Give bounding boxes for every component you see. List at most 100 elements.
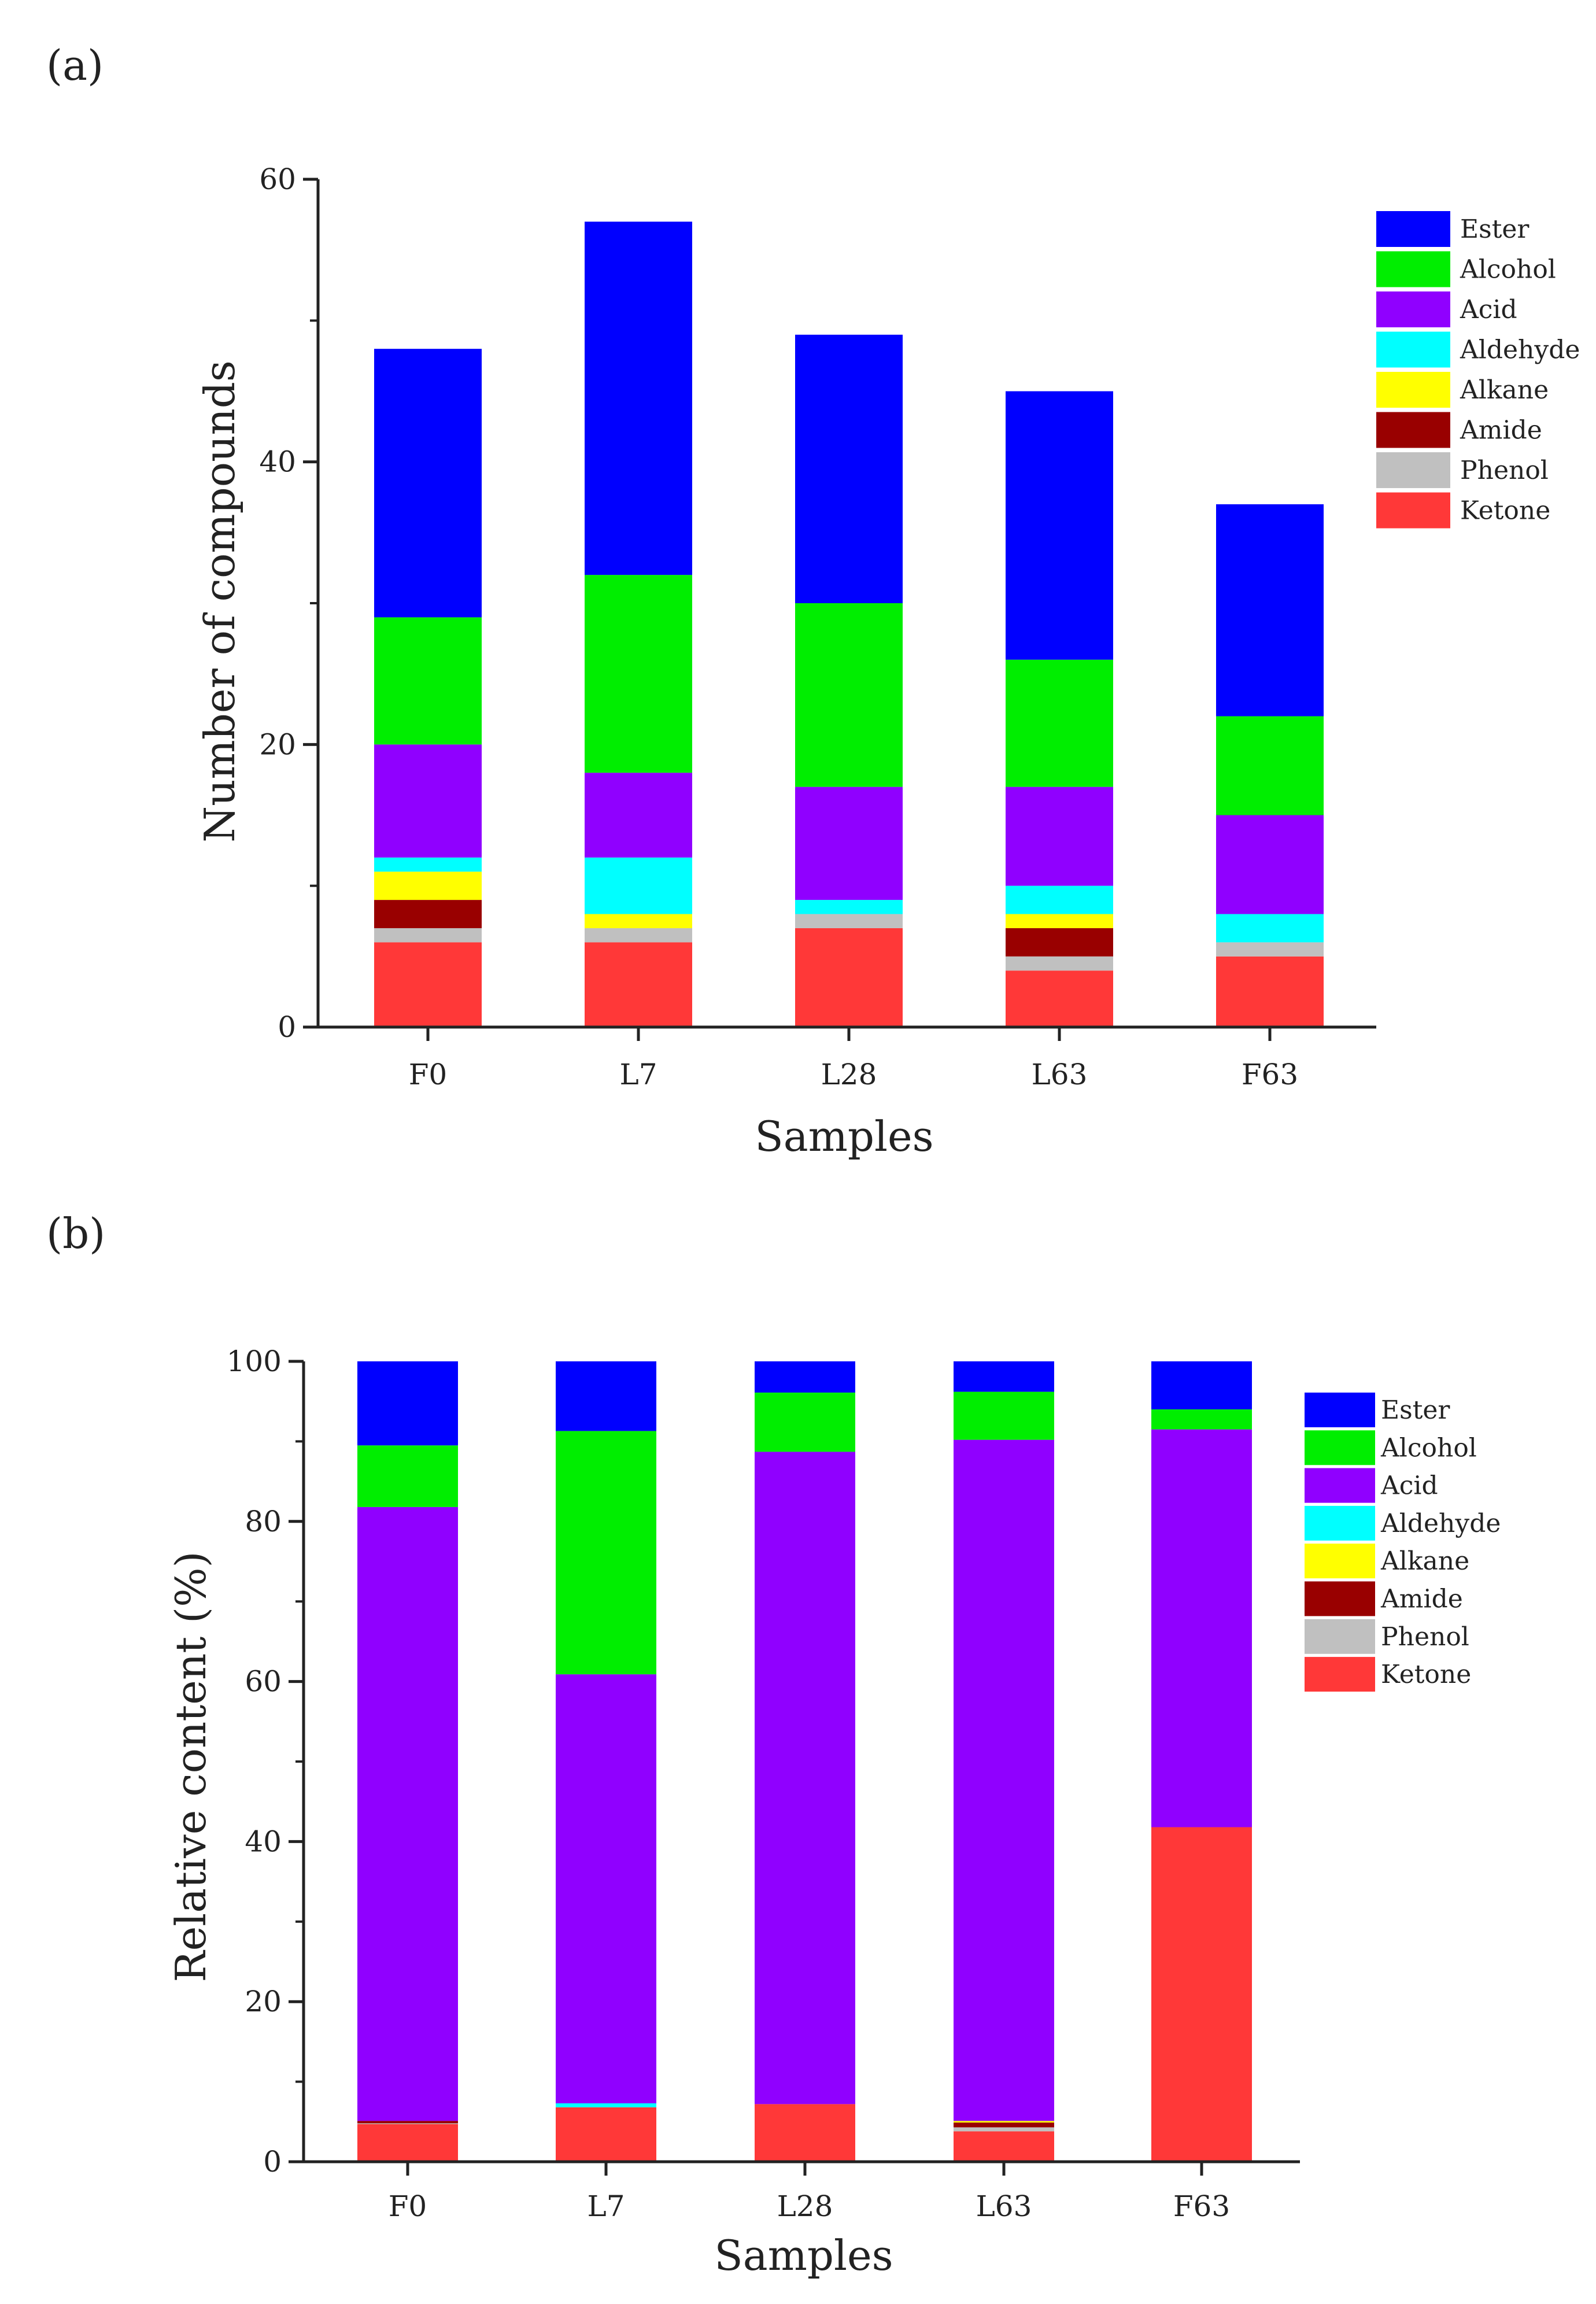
- bar-L63-ester: [954, 1361, 1054, 1392]
- y-tick-label-60: 60: [259, 163, 296, 196]
- legend-swatch-acid: [1376, 291, 1450, 327]
- bar-L28-alcohol: [795, 603, 903, 787]
- bar-L63-acid: [954, 1439, 1054, 2121]
- legend-label-ketone: Ketone: [1381, 1660, 1471, 1689]
- bar-L63-aldehyde: [1006, 885, 1113, 914]
- x-tick-label-L7: L7: [587, 2189, 625, 2223]
- y-ticks-b: 0 20 40 60 80 100: [227, 1345, 304, 2179]
- x-tick-label-F0: F0: [409, 1058, 448, 1091]
- legend-label-ester: Ester: [1381, 1395, 1450, 1425]
- bar-L63-ketone: [1006, 970, 1113, 1027]
- bar-L63-amide: [1006, 928, 1113, 957]
- chart-panel-b: (b) 0 20 40 60 80 100 F0 L7 L28 L63 F63 Samples R…: [46, 1209, 1501, 2280]
- bar-F63-ketone: [1151, 1827, 1252, 2162]
- bar-L7-aldehyde: [556, 2103, 656, 2107]
- legend-swatch-ketone: [1305, 1657, 1375, 1692]
- bar-L28-alcohol: [755, 1392, 855, 1452]
- bar-F0-ketone: [357, 2124, 458, 2162]
- legend-label-alcohol: Alcohol: [1460, 255, 1556, 285]
- panel-label-b: (b): [46, 1209, 105, 1258]
- bar-L7-ester: [556, 1361, 656, 1431]
- y-axis-title-a: Number of compounds: [195, 360, 244, 843]
- y-ticks-a: 0 20 40 60: [259, 163, 318, 1044]
- bar-F0-alkane: [374, 872, 482, 900]
- bar-L7-alkane: [585, 914, 692, 928]
- legend-swatch-aldehyde: [1376, 331, 1450, 368]
- legend-swatch-phenol: [1376, 452, 1450, 488]
- legend-label-alkane: Alkane: [1380, 1546, 1469, 1576]
- y-tick-label-20: 20: [245, 1985, 282, 2018]
- bar-F63-phenol: [1216, 942, 1324, 957]
- bar-L63-acid: [1006, 787, 1113, 886]
- x-tick-label-F63: F63: [1173, 2189, 1230, 2223]
- y-tick-label-100: 100: [227, 1345, 282, 1378]
- bar-F0-amide: [357, 2121, 458, 2124]
- x-tick-label-L63: L63: [1032, 1058, 1088, 1091]
- y-tick-label-40: 40: [245, 1825, 282, 1858]
- bar-L63-alcohol: [1006, 659, 1113, 787]
- bar-L63-amide: [954, 2122, 1054, 2128]
- x-tick-label-F0: F0: [389, 2189, 427, 2223]
- chart-panel-a: (a) 0 20 40 60 F0 L7 L28 L63 F63 Samples Number…: [46, 41, 1580, 1161]
- bar-L7-acid: [556, 1674, 656, 2103]
- bar-L63-phenol: [1006, 956, 1113, 971]
- legend-swatch-aldehyde: [1305, 1505, 1375, 1541]
- y-tick-label-40: 40: [259, 445, 296, 479]
- legend-label-phenol: Phenol: [1460, 456, 1549, 485]
- x-ticks-a: F0 L7 L28 L63 F63: [409, 1027, 1298, 1091]
- bar-L28-phenol: [795, 914, 903, 928]
- legend-label-aldehyde: Aldehyde: [1380, 1509, 1501, 1538]
- bar-L28-acid: [795, 787, 903, 900]
- bar-F0-alcohol: [357, 1445, 458, 1507]
- bar-F0-ketone: [374, 942, 482, 1027]
- bar-F63-ester: [1151, 1361, 1252, 1410]
- legend-swatch-amide: [1305, 1581, 1375, 1616]
- bar-L63-ketone: [954, 2131, 1054, 2162]
- bar-F0-aldehyde: [374, 857, 482, 872]
- bar-L7-ketone: [556, 2107, 656, 2162]
- legend-swatch-amide: [1376, 412, 1450, 448]
- panel-label-a: (a): [46, 41, 104, 90]
- bars-a: [374, 221, 1324, 1027]
- bar-F63-acid: [1151, 1429, 1252, 1827]
- bar-L28-ester: [795, 334, 903, 603]
- bar-L7-ketone: [585, 942, 692, 1027]
- bar-L7-phenol: [585, 928, 692, 943]
- legend-label-amide: Amide: [1380, 1585, 1463, 1614]
- bar-L7-acid: [585, 773, 692, 858]
- x-tick-label-L7: L7: [619, 1058, 657, 1091]
- bar-F0-amide: [374, 900, 482, 928]
- bar-F0-acid: [374, 744, 482, 858]
- legend-label-alkane: Alkane: [1460, 375, 1549, 405]
- x-tick-label-L28: L28: [777, 2189, 833, 2223]
- x-tick-label-F63: F63: [1242, 1058, 1298, 1091]
- legend-label-phenol: Phenol: [1381, 1622, 1469, 1652]
- bar-L63-alcohol: [954, 1391, 1054, 1440]
- y-tick-label-0: 0: [278, 1010, 296, 1044]
- bar-F0-alcohol: [374, 617, 482, 745]
- legend-label-acid: Acid: [1460, 295, 1517, 324]
- y-tick-label-60: 60: [245, 1665, 282, 1699]
- bar-F63-aldehyde: [1216, 914, 1324, 943]
- bar-L7-aldehyde: [585, 857, 692, 914]
- bar-F63-ketone: [1216, 956, 1324, 1027]
- legend-swatch-ketone: [1376, 492, 1450, 529]
- bar-L63-alkane: [954, 2121, 1054, 2123]
- bar-L28-aldehyde: [795, 900, 903, 914]
- bar-F0-ester: [374, 349, 482, 618]
- x-tick-label-L28: L28: [821, 1058, 877, 1091]
- bar-L28-ketone: [755, 2104, 855, 2162]
- legend-swatch-alkane: [1376, 372, 1450, 408]
- legend-swatch-phenol: [1305, 1619, 1375, 1654]
- y-axis-title-b: Relative content (%): [167, 1551, 215, 1982]
- bar-F63-alcohol: [1151, 1409, 1252, 1430]
- bars-b: [357, 1361, 1252, 2162]
- legend-swatch-ester: [1376, 211, 1450, 247]
- bar-L7-alcohol: [585, 575, 692, 773]
- bar-F63-acid: [1216, 815, 1324, 914]
- y-tick-label-0: 0: [263, 2145, 282, 2179]
- bar-F63-alcohol: [1216, 716, 1324, 815]
- bar-F0-acid: [357, 1507, 458, 2121]
- y-tick-label-20: 20: [259, 728, 296, 761]
